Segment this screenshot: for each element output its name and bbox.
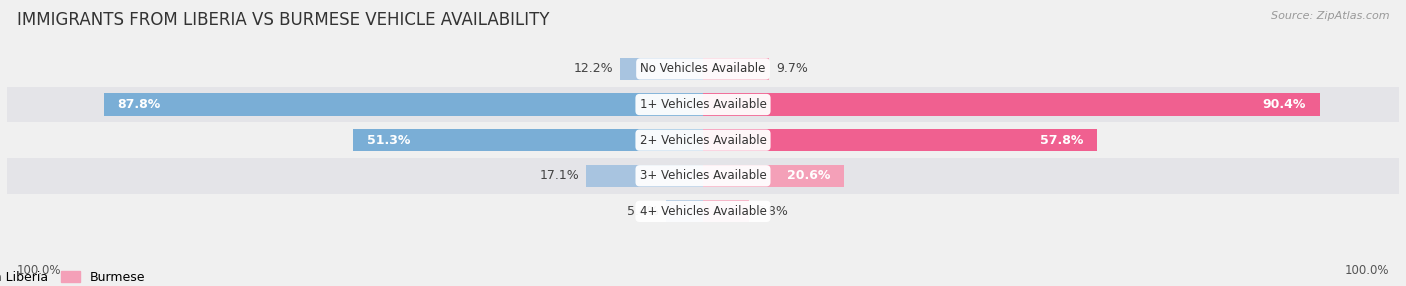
Bar <box>703 200 749 223</box>
Text: 90.4%: 90.4% <box>1263 98 1306 111</box>
Text: 9.7%: 9.7% <box>776 62 808 76</box>
Text: 5.4%: 5.4% <box>627 205 659 218</box>
Bar <box>353 129 703 151</box>
Legend: Immigrants from Liberia, Burmese: Immigrants from Liberia, Burmese <box>0 266 150 286</box>
Text: 57.8%: 57.8% <box>1040 134 1084 147</box>
Text: 20.6%: 20.6% <box>786 169 830 182</box>
Bar <box>0 87 1406 122</box>
Text: 100.0%: 100.0% <box>17 265 62 277</box>
Text: 87.8%: 87.8% <box>118 98 160 111</box>
Text: 6.8%: 6.8% <box>756 205 789 218</box>
Bar <box>0 122 1406 158</box>
Bar <box>703 58 769 80</box>
Bar <box>0 158 1406 194</box>
Text: 51.3%: 51.3% <box>367 134 411 147</box>
Text: 1+ Vehicles Available: 1+ Vehicles Available <box>640 98 766 111</box>
Text: Source: ZipAtlas.com: Source: ZipAtlas.com <box>1271 11 1389 21</box>
Text: No Vehicles Available: No Vehicles Available <box>640 62 766 76</box>
Text: 12.2%: 12.2% <box>574 62 613 76</box>
Text: 4+ Vehicles Available: 4+ Vehicles Available <box>640 205 766 218</box>
Bar <box>703 129 1098 151</box>
Bar <box>104 94 703 116</box>
Text: IMMIGRANTS FROM LIBERIA VS BURMESE VEHICLE AVAILABILITY: IMMIGRANTS FROM LIBERIA VS BURMESE VEHIC… <box>17 11 550 29</box>
Bar <box>0 194 1406 229</box>
Text: 17.1%: 17.1% <box>540 169 579 182</box>
Bar <box>703 94 1320 116</box>
Bar <box>586 165 703 187</box>
Text: 100.0%: 100.0% <box>1344 265 1389 277</box>
Text: 2+ Vehicles Available: 2+ Vehicles Available <box>640 134 766 147</box>
Text: 3+ Vehicles Available: 3+ Vehicles Available <box>640 169 766 182</box>
Bar <box>666 200 703 223</box>
Bar <box>703 165 844 187</box>
Bar <box>620 58 703 80</box>
Bar <box>0 51 1406 87</box>
